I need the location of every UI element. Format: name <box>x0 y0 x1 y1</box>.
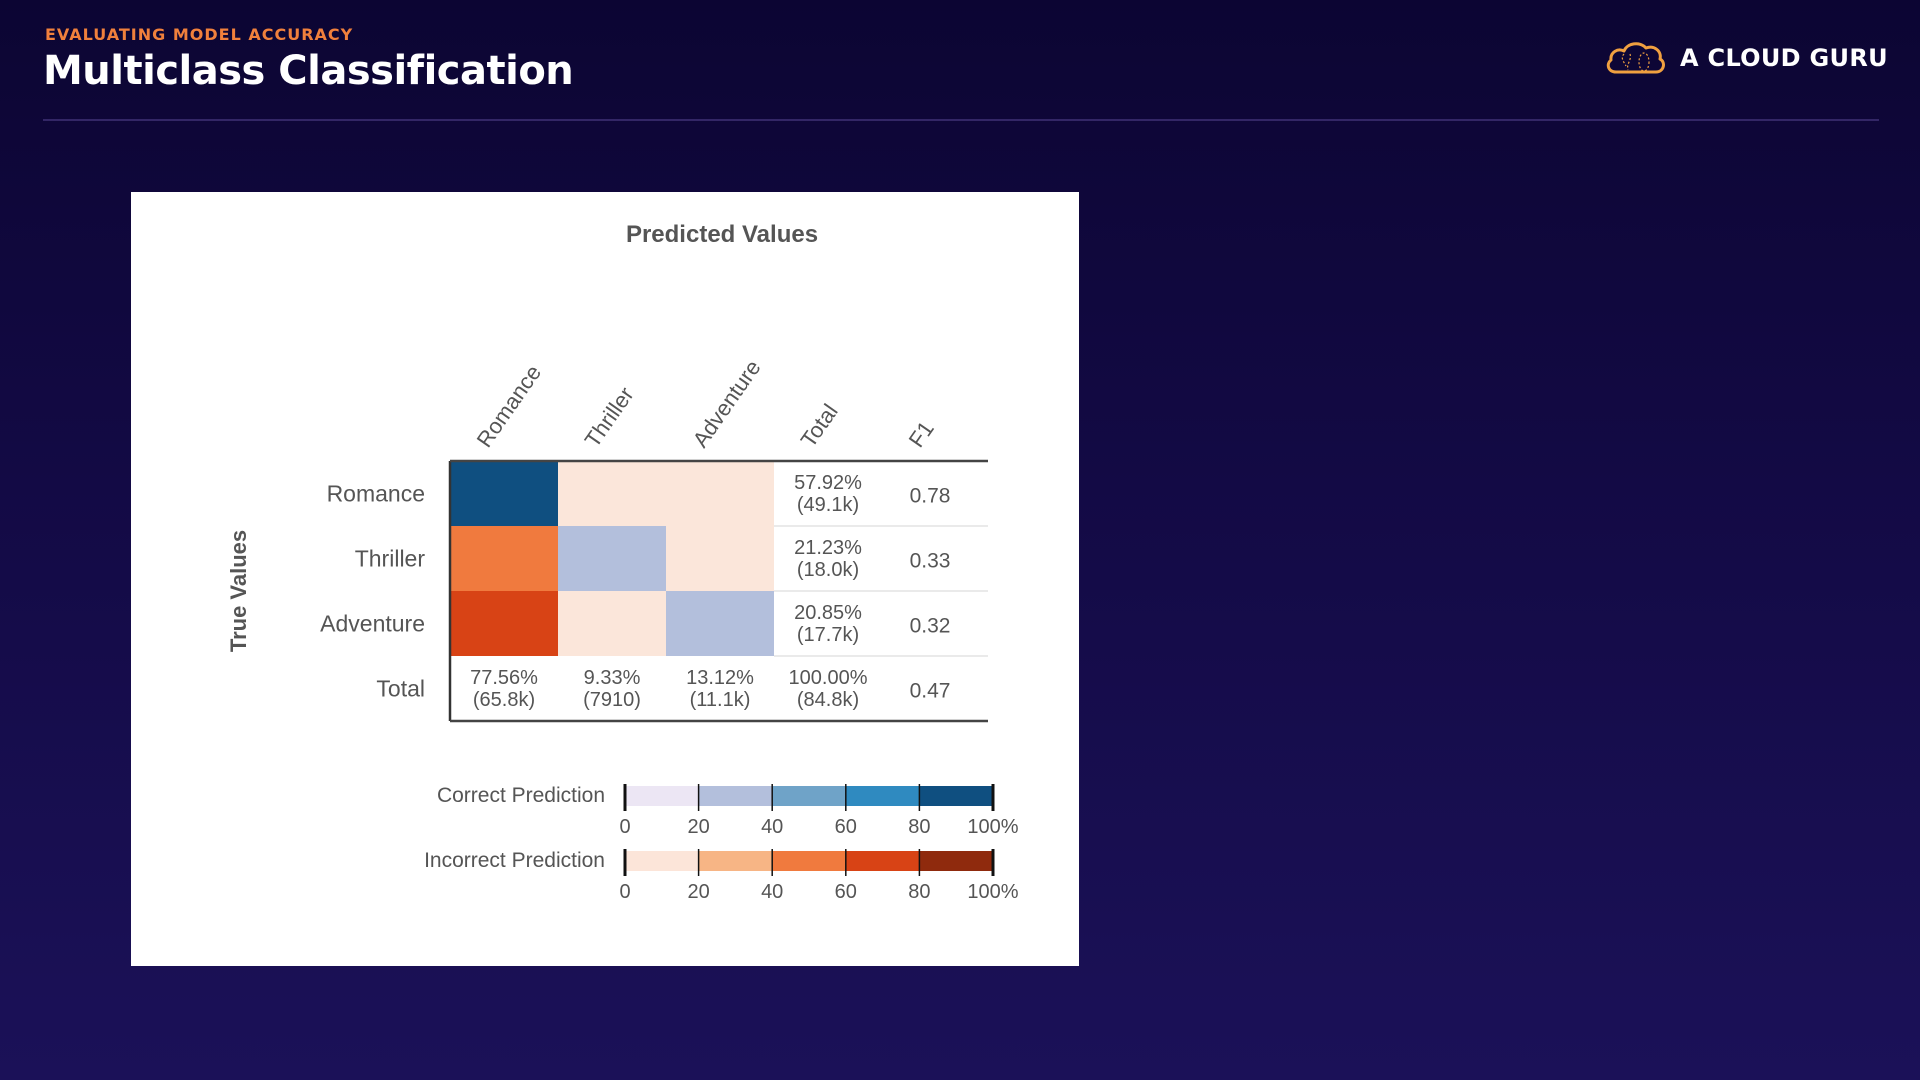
legend-tick-label: 0 <box>619 881 630 903</box>
legend-tick-label: 0 <box>619 816 630 838</box>
cell-adventure-thriller <box>558 591 666 656</box>
column-total-count: (11.1k) <box>690 689 751 711</box>
legend-tick-label: 100% <box>967 881 1018 903</box>
legend-swatch <box>698 851 773 871</box>
confusion-matrix-panel: Predicted Values True Values Romance Thrill… <box>131 192 1079 966</box>
legend-swatch <box>772 851 846 871</box>
brand-logo: A CLOUD GURU <box>1604 36 1888 80</box>
column-total-count: (84.8k) <box>797 689 859 711</box>
legend-label: Correct Prediction <box>437 784 605 807</box>
legend-swatch <box>919 786 993 806</box>
legend-swatch <box>772 786 846 806</box>
row-total-pct: 20.85% <box>794 602 862 624</box>
legend-tick-label: 60 <box>835 881 857 903</box>
row-label-thriller: Thriller <box>355 546 426 572</box>
column-header-f1: F1 <box>904 416 939 451</box>
cell-thriller-thriller <box>558 526 666 591</box>
row-label-adventure: Adventure <box>320 611 425 637</box>
column-header-adventure: Adventure <box>688 355 766 451</box>
section-eyebrow: EVALUATING MODEL ACCURACY <box>45 25 354 44</box>
legend-swatch <box>845 786 920 806</box>
column-total-pct: 9.33% <box>584 667 641 689</box>
f1-value: 0.32 <box>910 615 951 638</box>
column-total-count: (7910) <box>583 689 641 711</box>
legend-tick-label: 80 <box>908 881 930 903</box>
legend-swatch <box>845 851 920 871</box>
cell-adventure-romance <box>450 591 558 656</box>
header-divider <box>43 119 1879 121</box>
page-title: Multiclass Classification <box>43 48 574 94</box>
legend-tick-label: 80 <box>908 816 930 838</box>
legend-swatch <box>919 851 993 871</box>
f1-value: 0.47 <box>910 680 951 703</box>
legend-tick-label: 40 <box>761 881 783 903</box>
column-header-romance: Romance <box>472 360 546 451</box>
f1-value: 0.78 <box>910 485 951 508</box>
cloud-logo-icon <box>1606 42 1665 74</box>
cell-romance-thriller <box>558 461 666 526</box>
legend-swatch <box>698 786 773 806</box>
confusion-matrix-chart: Predicted Values True Values Romance Thrill… <box>226 221 1019 903</box>
column-total-pct: 100.00% <box>789 667 868 689</box>
cell-adventure-adventure <box>666 591 774 656</box>
column-total-pct: 77.56% <box>470 667 538 689</box>
row-total-pct: 57.92% <box>794 472 862 494</box>
column-header-total: Total <box>796 399 843 451</box>
legend-swatch <box>625 851 699 871</box>
y-axis-label: True Values <box>226 530 251 652</box>
row-label-romance: Romance <box>327 481 425 507</box>
cell-thriller-romance <box>450 526 558 591</box>
legend-swatch <box>625 786 699 806</box>
legend-tick-label: 60 <box>835 816 857 838</box>
chart-title: Predicted Values <box>626 221 818 248</box>
row-total-pct: 21.23% <box>794 537 862 559</box>
legend-label: Incorrect Prediction <box>424 849 605 872</box>
column-header-thriller: Thriller <box>580 382 639 451</box>
cell-thriller-adventure <box>666 526 774 591</box>
column-total-pct: 13.12% <box>686 667 754 689</box>
f1-value: 0.33 <box>910 550 951 573</box>
cell-romance-adventure <box>666 461 774 526</box>
legend-tick-label: 40 <box>761 816 783 838</box>
row-total-count: (17.7k) <box>797 624 859 646</box>
column-total-count: (65.8k) <box>473 689 535 711</box>
row-label-total: Total <box>376 676 425 702</box>
row-total-count: (49.1k) <box>797 494 859 516</box>
brand-name: A CLOUD GURU <box>1680 44 1888 72</box>
legend-tick-label: 20 <box>687 816 709 838</box>
row-total-count: (18.0k) <box>797 559 859 581</box>
cell-romance-romance <box>450 461 558 526</box>
legend-tick-label: 20 <box>687 881 709 903</box>
legend-tick-label: 100% <box>967 816 1018 838</box>
